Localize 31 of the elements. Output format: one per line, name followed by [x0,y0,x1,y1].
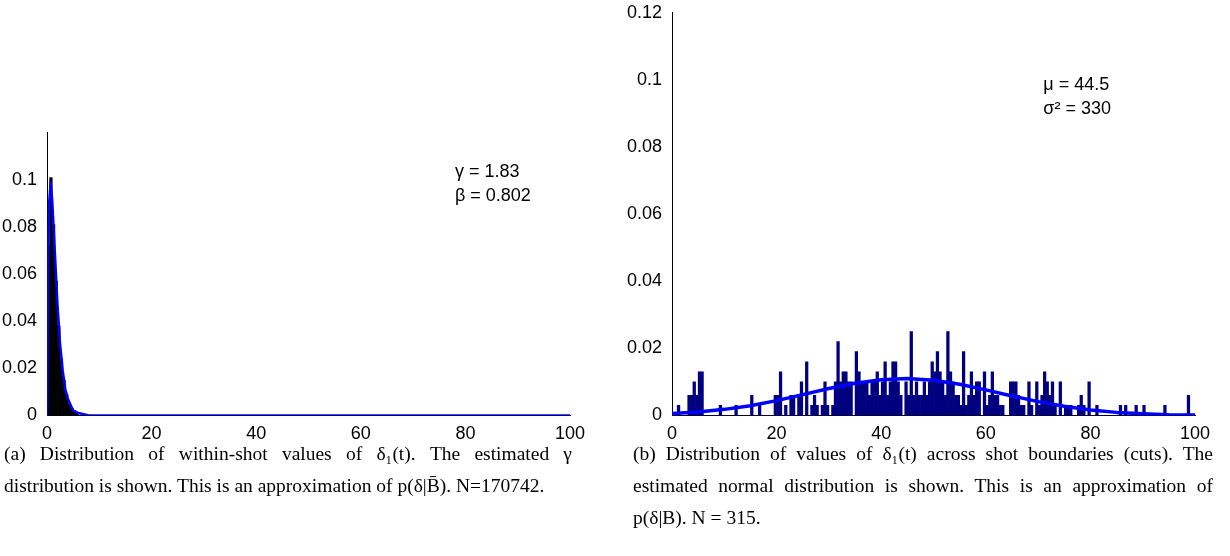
x-tick-label: 60 [975,423,996,444]
y-tick-label: 0.02 [626,337,663,358]
x-tick-label: 40 [871,423,892,444]
x-tick-label: 100 [554,423,586,444]
x-tick-label: 20 [766,423,787,444]
x-tick-label: 40 [246,423,267,444]
annotation: β = 0.802 [454,185,531,206]
y-tick-label: 0.04 [1,310,38,331]
text: (a) Distribution of within-shot values of δ₁(t). The estimated γ distribution is shown. This is an approximation of p(δ|B̄). N=170742. [4,442,572,498]
y-tick-label: 0.06 [626,203,663,224]
annotation: γ = 1.83 [454,161,520,182]
y-tick-label: 0 [27,404,38,425]
y-tick-label: 0.1 [12,168,38,189]
annotation: μ = 44.5 [1043,74,1110,95]
y-tick-label: 0.08 [1,215,38,236]
x-tick-label: 60 [350,423,371,444]
y-tick-label: 0.08 [626,135,663,156]
x-tick-label: 0 [667,423,678,444]
annotation: σ² = 330 [1043,98,1111,119]
text: (b) Distribution of values of δ₁(t) across shot boundaries (cuts). The estimated normal distribution is shown. This is an approximation of p(δ|B). N = 315. [633,442,1213,530]
y-tick-label: 0 [652,404,663,425]
y-tick-label: 0.02 [1,357,38,378]
x-tick-label: 100 [1179,423,1211,444]
y-tick-label: 0.06 [1,263,38,284]
x-tick-label: 20 [141,423,162,444]
x-tick-label: 80 [455,423,476,444]
y-tick-label: 0.1 [637,68,663,89]
y-tick-label: 0.04 [626,270,663,291]
y-tick-label: 0.12 [626,1,663,22]
x-tick-label: 80 [1080,423,1101,444]
x-tick-label: 0 [42,423,53,444]
